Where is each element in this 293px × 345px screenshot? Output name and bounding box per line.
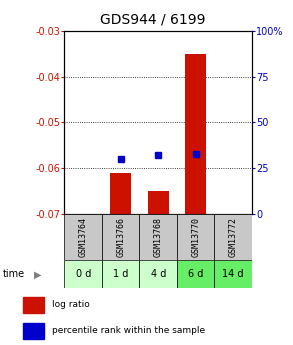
Bar [110, 173, 131, 214]
Bar [102, 260, 139, 288]
Text: time: time [3, 269, 25, 279]
Text: 0 d: 0 d [76, 269, 91, 279]
Text: 1 d: 1 d [113, 269, 128, 279]
Bar [214, 214, 252, 260]
Text: 14 d: 14 d [222, 269, 244, 279]
Bar [64, 260, 102, 288]
Bar [139, 214, 177, 260]
Text: 6 d: 6 d [188, 269, 203, 279]
Text: GSM13770: GSM13770 [191, 217, 200, 257]
Text: GSM13768: GSM13768 [154, 217, 163, 257]
Text: GSM13772: GSM13772 [229, 217, 238, 257]
Bar [139, 260, 177, 288]
Text: GSM13766: GSM13766 [116, 217, 125, 257]
Text: GDS944 / 6199: GDS944 / 6199 [100, 12, 205, 26]
Text: percentile rank within the sample: percentile rank within the sample [52, 326, 205, 335]
Bar [102, 214, 139, 260]
Bar [148, 191, 168, 214]
Bar [64, 214, 102, 260]
Text: GSM13764: GSM13764 [79, 217, 88, 257]
Bar [23, 297, 44, 313]
Bar [214, 260, 252, 288]
Text: log ratio: log ratio [52, 300, 90, 309]
Bar [23, 323, 44, 339]
Bar [177, 260, 214, 288]
Text: 4 d: 4 d [151, 269, 166, 279]
Bar [177, 214, 214, 260]
Bar [185, 54, 206, 214]
Text: ▶: ▶ [34, 269, 42, 279]
